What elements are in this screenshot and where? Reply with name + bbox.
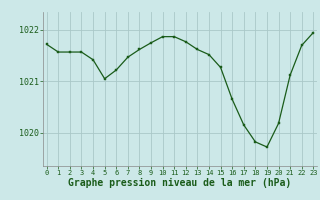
X-axis label: Graphe pression niveau de la mer (hPa): Graphe pression niveau de la mer (hPa) xyxy=(68,178,292,188)
